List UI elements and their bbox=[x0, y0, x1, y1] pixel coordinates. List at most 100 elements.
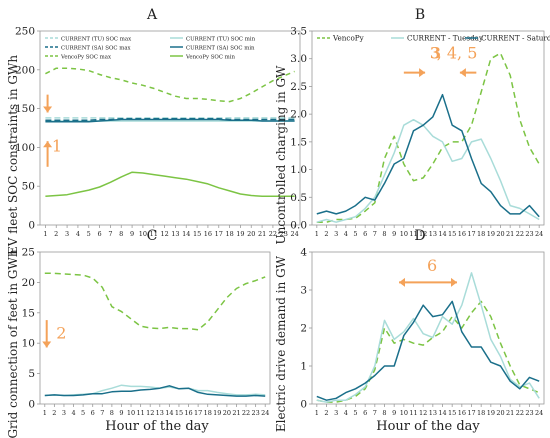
x-tick-label: 4 bbox=[71, 409, 75, 417]
x-tick-label: 15 bbox=[193, 230, 201, 238]
arrow-head bbox=[43, 141, 53, 148]
x-tick-label: 23 bbox=[280, 230, 288, 238]
y-axis-label: Grid connection of feet in GWh bbox=[6, 249, 20, 438]
legend-entry: CURRENT (SA) SOC max bbox=[61, 45, 131, 52]
annotation-label: 1 bbox=[52, 136, 62, 155]
y-axis-label: Electric drive demand in GW bbox=[274, 255, 288, 432]
x-tick-label: 5 bbox=[353, 409, 357, 417]
x-tick-label: 20 bbox=[247, 230, 255, 238]
panel-a: A EV fleet SOC constraints in GWh 0 50 100… bbox=[6, 7, 301, 255]
x-tick-label: 7 bbox=[108, 230, 112, 238]
x-tick-label: 2 bbox=[324, 230, 328, 238]
x-tick-label: 20 bbox=[496, 230, 504, 238]
series-line bbox=[44, 384, 266, 397]
y-tick-label: 0 bbox=[28, 220, 35, 232]
x-tick-label: 6 bbox=[91, 409, 95, 417]
series-line bbox=[316, 272, 540, 403]
y-tick-label: 2 bbox=[300, 323, 307, 335]
x-tick-label: 14 bbox=[438, 409, 446, 417]
x-tick-label: 1 bbox=[315, 409, 319, 417]
x-tick-label: 12 bbox=[419, 409, 427, 417]
x-tick-label: 10 bbox=[400, 230, 408, 238]
legend-entry: VencoPy SOC max bbox=[60, 55, 111, 61]
x-tick-label: 3 bbox=[62, 409, 66, 417]
x-tick-label: 23 bbox=[525, 230, 533, 238]
series-line bbox=[45, 171, 295, 198]
panel-label: D bbox=[414, 228, 425, 244]
x-tick-label: 1 bbox=[315, 230, 319, 238]
x-tick-label: 19 bbox=[236, 230, 244, 238]
panel-label: B bbox=[415, 7, 425, 23]
y-tick-label: 5 bbox=[28, 368, 35, 380]
x-tick-label: 7 bbox=[100, 409, 104, 417]
series-line bbox=[316, 93, 540, 218]
legend-entry: CURRENT (TU) SOC min bbox=[186, 36, 256, 43]
x-tick-label: 14 bbox=[438, 230, 446, 238]
legend-entry: VencoPy bbox=[332, 34, 365, 43]
x-tick-label: 16 bbox=[458, 409, 466, 417]
x-tick-label: 24 bbox=[535, 230, 543, 238]
y-tick-label: 2.5 bbox=[290, 81, 307, 93]
x-tick-label: 4 bbox=[344, 409, 348, 417]
x-tick-label: 5 bbox=[81, 409, 85, 417]
annotation-label: 3 bbox=[430, 44, 441, 63]
y-tick-label: 4 bbox=[300, 247, 307, 259]
x-tick-label: 16 bbox=[458, 230, 466, 238]
series-line bbox=[45, 118, 295, 123]
x-tick-label: 15 bbox=[448, 230, 456, 238]
x-tick-label: 7 bbox=[373, 230, 377, 238]
x-tick-label: 11 bbox=[150, 230, 158, 238]
series-line bbox=[316, 52, 540, 223]
legend-entry: CURRENT (TU) SOC max bbox=[61, 36, 131, 43]
y-axis-label: EV fleet SOC constraints in GWh bbox=[6, 55, 20, 255]
x-tick-label: 17 bbox=[194, 409, 202, 417]
x-tick-label: 2 bbox=[52, 409, 56, 417]
arrow-head bbox=[43, 106, 53, 113]
y-tick-label: 250 bbox=[15, 26, 35, 38]
x-axis-label: Hour of the day bbox=[376, 419, 480, 434]
y-tick-label: 25 bbox=[22, 247, 35, 259]
x-tick-label: 15 bbox=[448, 409, 456, 417]
plot-frame bbox=[39, 251, 271, 405]
x-tick-label: 19 bbox=[487, 409, 495, 417]
panel-label: C bbox=[147, 228, 158, 244]
x-tick-label: 22 bbox=[269, 230, 277, 238]
x-tick-label: 11 bbox=[409, 230, 417, 238]
y-tick-label: 2.0 bbox=[290, 109, 307, 121]
arrow-head bbox=[459, 68, 466, 78]
x-tick-label: 3 bbox=[334, 409, 338, 417]
x-tick-label: 3 bbox=[334, 230, 338, 238]
y-tick-label: 1 bbox=[300, 361, 307, 373]
x-tick-label: 6 bbox=[363, 409, 367, 417]
y-tick-label: 200 bbox=[15, 64, 35, 76]
x-tick-label: 3 bbox=[65, 230, 69, 238]
panel-c: C Grid connection of feet in GWh Hour of… bbox=[6, 228, 271, 438]
x-tick-label: 23 bbox=[525, 409, 533, 417]
x-tick-label: 4 bbox=[344, 230, 348, 238]
x-tick-label: 2 bbox=[54, 230, 58, 238]
x-tick-label: 22 bbox=[516, 409, 524, 417]
y-tick-label: 3.0 bbox=[290, 53, 307, 65]
y-tick-label: 100 bbox=[15, 142, 35, 154]
x-tick-label: 1 bbox=[43, 409, 47, 417]
x-tick-label: 14 bbox=[182, 230, 190, 238]
x-tick-label: 21 bbox=[232, 409, 240, 417]
y-tick-label: 3.5 bbox=[290, 26, 307, 38]
x-tick-label: 22 bbox=[242, 409, 250, 417]
x-tick-label: 5 bbox=[87, 230, 91, 238]
y-tick-label: 150 bbox=[15, 103, 35, 115]
panel-label: A bbox=[146, 7, 158, 23]
x-tick-label: 16 bbox=[204, 230, 212, 238]
y-tick-label: 20 bbox=[22, 277, 35, 289]
annotation-label: 2 bbox=[56, 323, 66, 342]
x-tick-label: 15 bbox=[175, 409, 183, 417]
series-line bbox=[316, 118, 540, 223]
x-tick-label: 10 bbox=[400, 409, 408, 417]
x-tick-label: 8 bbox=[119, 230, 123, 238]
x-tick-label: 17 bbox=[467, 230, 475, 238]
x-tick-label: 13 bbox=[156, 409, 164, 417]
x-tick-label: 17 bbox=[467, 409, 475, 417]
x-axis-label: Hour of the day bbox=[105, 419, 209, 434]
